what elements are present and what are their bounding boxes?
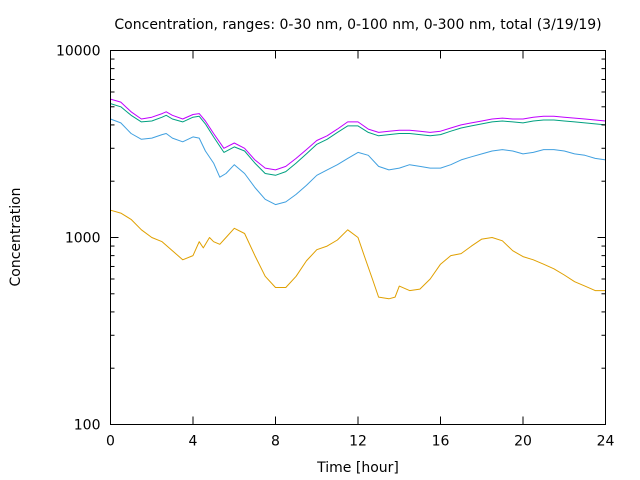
chart-title: Concentration, ranges: 0-30 nm, 0-100 nm… bbox=[114, 17, 601, 33]
tick-layer: 0 4 8 12 16 20 24 100 1000 10000 bbox=[56, 44, 615, 450]
y-tick-label: 1000 bbox=[65, 231, 101, 247]
series-line-1 bbox=[110, 98, 606, 171]
y-tick-label: 10000 bbox=[56, 44, 101, 60]
series-line-2 bbox=[110, 103, 606, 176]
x-tick-label: 16 bbox=[432, 434, 450, 450]
series-line-4 bbox=[110, 209, 606, 300]
x-tick-label: 4 bbox=[189, 434, 198, 450]
y-axis-label: Concentration bbox=[8, 187, 24, 286]
x-tick-label: 12 bbox=[349, 434, 367, 450]
x-tick-label: 20 bbox=[514, 434, 532, 450]
x-axis-label: Time [hour] bbox=[316, 460, 399, 476]
x-tick-label: 24 bbox=[597, 434, 615, 450]
series-line-3 bbox=[110, 118, 606, 206]
y-tick-label: 100 bbox=[74, 418, 101, 434]
plot-frame bbox=[110, 50, 606, 425]
series-layer bbox=[110, 98, 606, 300]
x-tick-label: 8 bbox=[271, 434, 280, 450]
x-tick-label: 0 bbox=[106, 434, 115, 450]
